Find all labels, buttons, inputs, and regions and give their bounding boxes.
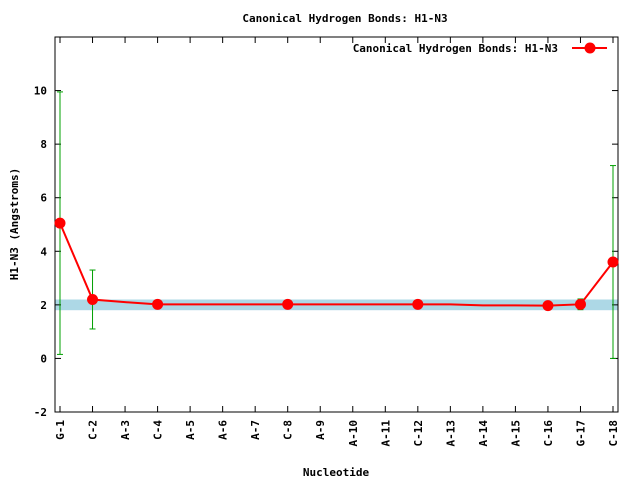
point <box>542 300 554 312</box>
series-line <box>59 222 614 307</box>
legend-marker <box>584 42 596 54</box>
chart-title: Canonical Hydrogen Bonds: H1-N3 <box>242 12 447 25</box>
y-tick-label: 6 <box>40 192 47 205</box>
plot-frame <box>54 36 619 413</box>
y-tick-label: 10 <box>34 85 47 98</box>
x-tick-label: C-16 <box>542 420 555 447</box>
x-tick-label: C-8 <box>282 420 295 440</box>
x-tick-label: C-4 <box>152 420 165 440</box>
x-tick-label: G-17 <box>574 420 587 447</box>
point <box>282 298 294 310</box>
x-tick-label: C-12 <box>412 420 425 447</box>
point <box>412 298 424 310</box>
y-tick-label: 0 <box>40 352 47 365</box>
x-tick-label: C-2 <box>87 420 100 440</box>
point <box>54 217 66 229</box>
legend-label: Canonical Hydrogen Bonds: H1-N3 <box>353 42 558 55</box>
x-tick-label: A-14 <box>477 420 490 447</box>
y-tick-label: 2 <box>40 299 47 312</box>
y-tick-label: -2 <box>34 406 47 419</box>
x-tick-label: A-13 <box>444 420 457 447</box>
x-tick-label: A-15 <box>509 420 522 447</box>
x-tick-label: A-10 <box>347 420 360 447</box>
y-axis-label: H1-N3 (Angstroms) <box>8 168 21 281</box>
x-axis-label: Nucleotide <box>303 466 370 479</box>
x-tick-label: G-1 <box>54 420 67 440</box>
x-tick-label: A-7 <box>249 420 262 440</box>
y-tick-label: 4 <box>40 245 47 258</box>
x-tick-label: A-11 <box>379 420 392 447</box>
x-tick-label: C-18 <box>607 420 620 447</box>
point <box>607 256 619 268</box>
point <box>574 298 586 310</box>
y-tick-label: 8 <box>40 138 47 151</box>
x-tick-label: A-9 <box>314 420 327 440</box>
point <box>87 294 99 305</box>
x-tick-label: A-5 <box>184 420 197 440</box>
point <box>152 298 164 310</box>
x-tick-label: A-6 <box>217 420 230 440</box>
x-tick-label: A-3 <box>119 420 132 440</box>
